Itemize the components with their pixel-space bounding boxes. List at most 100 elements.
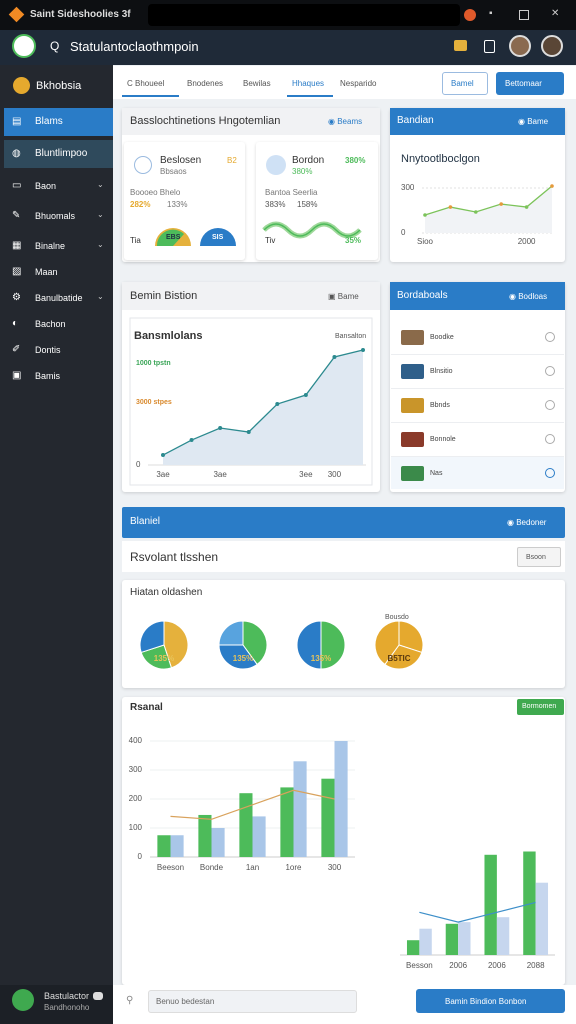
user-avatar[interactable] [12,989,34,1011]
card-title: Basslochtinetions Hngotemlian [130,115,281,127]
user-sub: Bandhonoho [44,1003,90,1012]
action-label: Bodloas [518,292,548,301]
row-action[interactable] [545,468,555,478]
nav-item[interactable]: Bhuomals [35,211,76,221]
search-icon[interactable]: ⚲ [126,995,134,1006]
avatar[interactable] [509,35,531,57]
close[interactable]: ✕ [551,8,560,19]
card-header [122,282,380,310]
action-label: Beams [337,117,363,126]
trend-line [419,901,536,923]
x-tick-label: 2006 [449,961,467,970]
line [162,349,364,456]
button-label: Bormomen [522,703,557,710]
chart-label: 3000 stpes [136,399,172,406]
list-item[interactable]: Nas [430,470,443,477]
nav-item[interactable]: Maan [35,267,58,277]
button-label: Bamel [451,79,474,88]
nav-item[interactable]: Baon [35,181,57,191]
x-tick-label: 2006 [488,961,506,970]
banner [122,507,565,538]
tab-underline [287,95,333,97]
row-action[interactable] [545,332,555,342]
point [499,202,504,206]
point [524,205,529,209]
banner-action[interactable]: ◉ Bedoner [507,518,547,527]
card-action[interactable]: ◉ Bame [518,117,549,126]
point [246,430,251,434]
list-item[interactable]: Bbnds [430,402,450,409]
bar [445,923,459,955]
row-action[interactable] [545,434,555,444]
y-tick-label: 200 [129,794,143,803]
card-action[interactable]: ◉ Beams [328,117,363,126]
card-action[interactable]: ▣ Bame [328,292,359,301]
pie-note: Bousdo [385,614,409,621]
button[interactable] [517,699,564,715]
avatar [266,155,286,175]
x-tick-label: 2088 [527,961,545,970]
notif[interactable] [454,40,467,51]
tab[interactable]: Bewilas [243,79,271,88]
pin-icon[interactable]: ▪ [489,8,493,19]
pie-slice [296,620,322,670]
point [275,402,280,407]
logo[interactable] [12,34,36,58]
point [550,184,554,188]
select-label: Bsoon [526,554,546,561]
pie-slice [163,620,189,669]
search-input[interactable] [148,990,357,1013]
nav-item[interactable]: Banulbatide [35,293,83,303]
search-text[interactable]: Statulantoclaothmpoin [70,39,199,54]
bar [321,778,335,857]
x-tick-label: 300 [328,863,342,872]
pie-slice [374,620,400,666]
ext-icon[interactable] [464,9,476,21]
avatar[interactable] [541,35,563,57]
card-title: Bemin Bistion [130,290,198,302]
chart-label: 1000 tpstn [136,360,171,367]
stat-badge: 380% [345,156,366,165]
bar [334,741,348,857]
list-item[interactable]: Boodke [430,334,454,341]
separator [391,388,564,389]
nav-item[interactable]: Bamis [35,371,61,381]
nav-icon: ◐ [12,318,19,329]
title-pill [148,4,460,26]
row-action[interactable] [545,366,555,376]
x-tick-label: 300 [328,470,342,479]
card-action[interactable]: ◉ Bodloas [509,292,548,301]
row-action[interactable] [545,400,555,410]
nav-item[interactable]: Dontis [35,345,61,355]
x-tick-label: 3ae [213,470,227,479]
point [332,355,337,359]
docs[interactable] [484,40,495,53]
card-title: Hiatan oldashen [130,587,203,598]
tab[interactable]: Bnodenes [187,79,224,88]
nav-item[interactable]: Bluntlimpoo [35,148,88,159]
tab[interactable]: Hhaques [292,79,325,88]
button[interactable] [496,72,564,95]
tab[interactable]: C Bhoueel [127,79,165,88]
stat-foot: 35% [345,236,362,245]
tab[interactable]: Nesparido [340,79,377,88]
chat-icon[interactable] [93,992,103,1000]
nav-item[interactable]: Binalne [35,241,66,251]
profile[interactable]: Bkhobsia [36,80,82,92]
area [425,186,552,233]
nav-item[interactable]: Bachon [35,319,66,329]
maximize[interactable] [519,10,529,20]
card-title: Bordaboals [397,290,448,301]
action-label: Bame [337,292,359,301]
list-item[interactable]: Blnsitio [430,368,453,375]
button[interactable] [442,72,488,95]
search-icon[interactable]: Q [50,39,60,53]
nav-item[interactable]: Blams [35,116,63,127]
button[interactable] [416,989,565,1013]
avatar [134,156,152,174]
list-item[interactable]: Bonnole [430,436,456,443]
pie-label: 135% [154,654,174,663]
select[interactable] [517,547,561,567]
